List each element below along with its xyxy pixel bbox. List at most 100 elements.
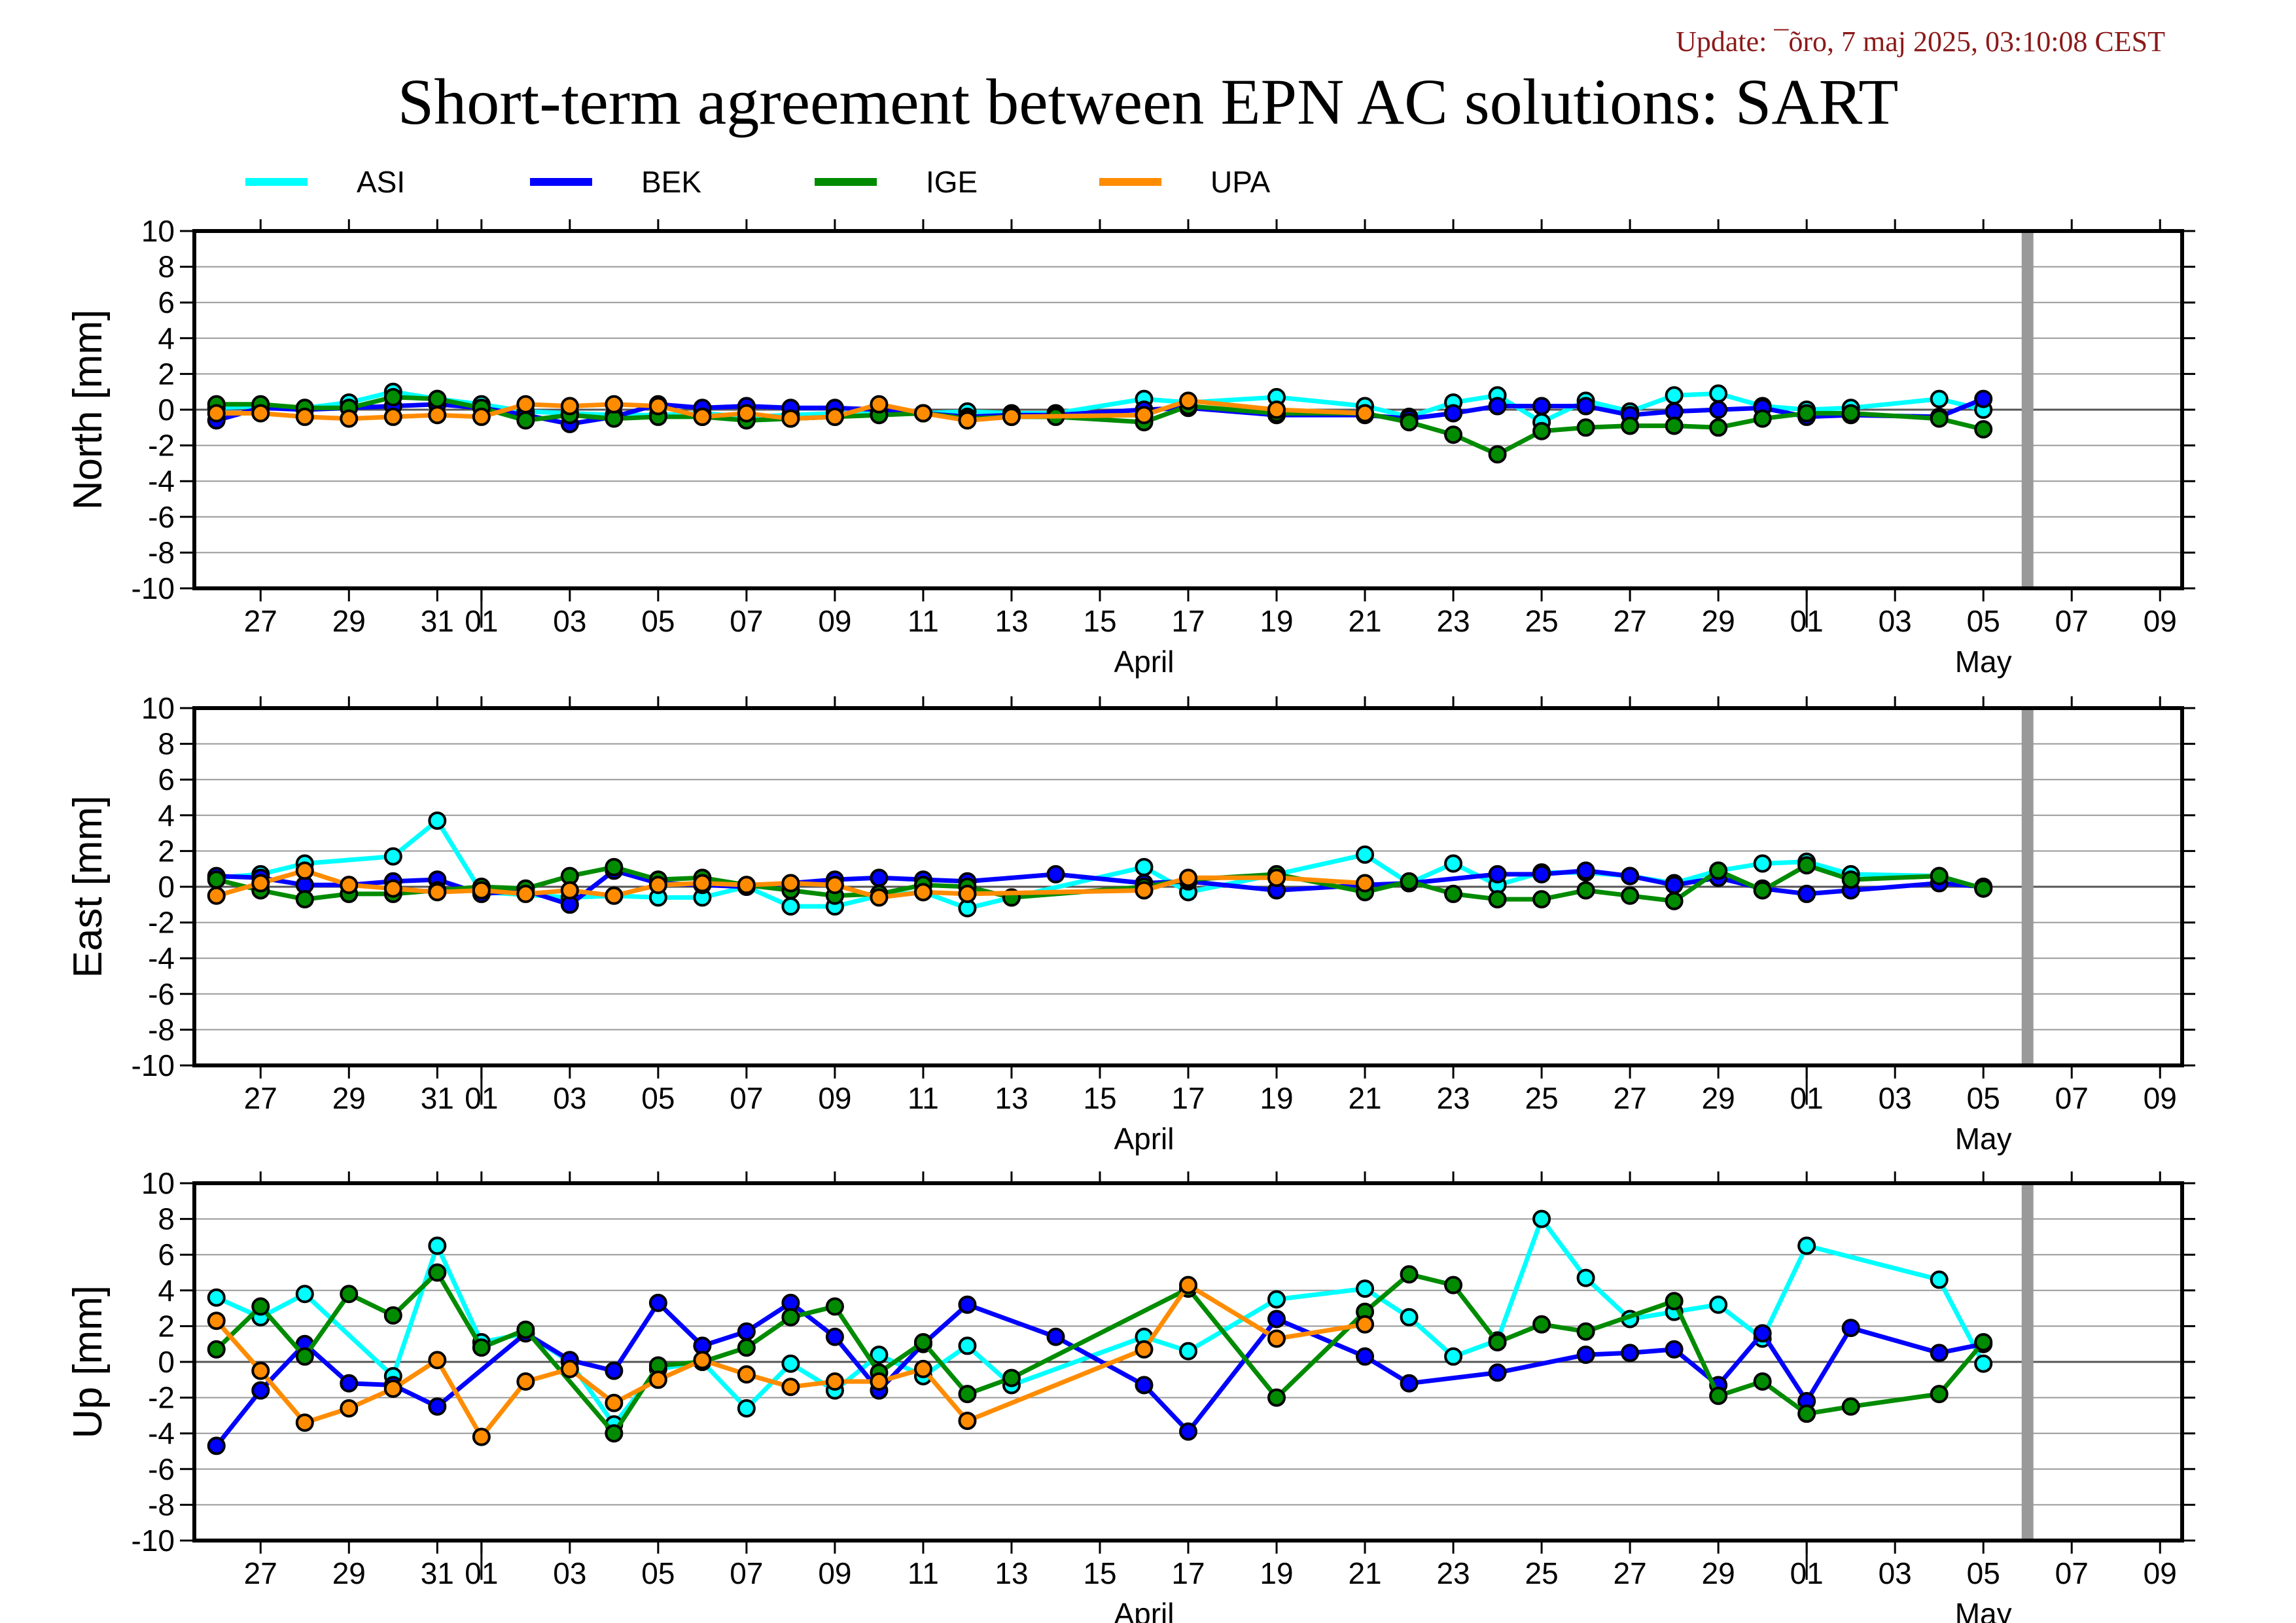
y-tick-label: 8 xyxy=(158,727,175,761)
data-point-ige xyxy=(1532,421,1551,440)
plot-frame xyxy=(192,1181,2184,1543)
data-point-upa xyxy=(1135,406,1154,425)
series-line-upa xyxy=(215,868,1366,900)
x-tick-label: 31 xyxy=(421,604,454,638)
month-label-may: May xyxy=(1955,1597,2012,1623)
series-line-upa xyxy=(215,1283,1366,1440)
data-point-bek xyxy=(1532,865,1551,883)
data-point-upa xyxy=(1179,868,1197,887)
x-tick-label: 29 xyxy=(332,604,366,638)
x-tick-label: 23 xyxy=(1436,1556,1470,1590)
data-point-upa xyxy=(737,404,756,423)
data-point-upa xyxy=(295,407,314,426)
plot-frame xyxy=(192,229,2184,590)
x-tick-label: 31 xyxy=(421,1081,454,1115)
y-tick-label: 0 xyxy=(158,1345,175,1379)
data-point-upa xyxy=(295,1413,314,1432)
y-tick-label: -2 xyxy=(148,906,175,940)
data-point-upa xyxy=(428,1351,447,1370)
y-tick-label: -10 xyxy=(132,571,175,605)
data-point-asi xyxy=(1356,1279,1375,1298)
y-tick-label: 4 xyxy=(158,1274,175,1308)
data-point-upa xyxy=(648,876,667,895)
x-tick-label: 27 xyxy=(244,604,277,638)
data-point-upa xyxy=(913,883,932,902)
legend-label-asi: ASI xyxy=(357,165,405,199)
data-point-upa xyxy=(383,1379,402,1398)
y-tick-label: -10 xyxy=(132,1524,175,1558)
x-tick-label: 11 xyxy=(908,604,939,638)
data-point-upa xyxy=(913,1359,932,1378)
data-point-ige xyxy=(1400,1265,1419,1284)
x-tick-label: 27 xyxy=(1614,1556,1647,1590)
data-point-bek xyxy=(1444,404,1463,423)
month-label-april: April xyxy=(1114,1122,1174,1156)
x-tick-label: 13 xyxy=(995,604,1028,638)
data-point-upa xyxy=(693,1351,712,1370)
data-point-ige xyxy=(1488,445,1507,464)
current-date-marker xyxy=(2021,708,2034,1065)
data-point-upa xyxy=(383,407,402,426)
data-point-ige xyxy=(1621,416,1640,435)
x-tick-label: 05 xyxy=(641,604,675,638)
data-point-asi xyxy=(207,1288,226,1307)
x-tick-label: 25 xyxy=(1525,1081,1559,1115)
x-tick-label: 09 xyxy=(818,1556,851,1590)
data-point-upa xyxy=(1179,391,1197,410)
x-tick-label: 21 xyxy=(1348,604,1381,638)
data-point-upa xyxy=(958,411,977,430)
y-tick-label: 2 xyxy=(158,1309,175,1343)
y-tick-label: 10 xyxy=(141,214,175,248)
data-point-asi xyxy=(1665,386,1684,405)
x-tick-label: 27 xyxy=(1614,604,1647,638)
x-tick-label: 23 xyxy=(1436,604,1470,638)
legend-item-upa: UPA xyxy=(1099,165,1270,199)
y-tick-label: -8 xyxy=(148,1488,175,1522)
data-point-upa xyxy=(472,407,491,426)
data-point-upa xyxy=(472,881,491,900)
data-point-ige xyxy=(295,1347,314,1366)
data-point-ige xyxy=(737,1338,756,1357)
data-point-bek xyxy=(1532,397,1551,416)
data-point-upa xyxy=(870,888,889,907)
y-tick-label: 8 xyxy=(158,250,175,284)
data-point-upa xyxy=(648,397,667,416)
x-tick-label: 09 xyxy=(2144,1556,2177,1590)
data-point-bek xyxy=(1665,1340,1684,1359)
data-point-upa xyxy=(207,1311,226,1330)
legend-item-bek: BEK xyxy=(530,165,701,199)
data-point-upa xyxy=(1002,407,1021,426)
data-point-ige xyxy=(1841,870,1860,889)
data-point-ige xyxy=(1665,891,1684,910)
update-timestamp: Update: ¯õro, 7 maj 2025, 03:10:08 CEST xyxy=(1676,26,2165,58)
data-point-bek xyxy=(870,868,889,887)
data-point-asi xyxy=(383,847,402,866)
data-point-bek xyxy=(1356,1347,1375,1366)
x-tick-label: 09 xyxy=(818,1081,851,1115)
current-date-marker xyxy=(2021,231,2034,588)
data-point-upa xyxy=(1135,881,1154,900)
data-point-upa xyxy=(605,1393,624,1412)
data-point-asi xyxy=(1797,1236,1816,1255)
data-point-ige xyxy=(472,1338,491,1357)
data-point-bek xyxy=(1841,1319,1860,1338)
data-point-ige xyxy=(605,857,624,876)
data-point-ige xyxy=(207,1340,226,1359)
y-tick-label: 0 xyxy=(158,870,175,904)
y-tick-label: 6 xyxy=(158,285,175,319)
data-point-asi xyxy=(1356,845,1375,864)
series-upa xyxy=(207,391,1375,430)
data-point-bek xyxy=(340,1374,359,1393)
data-point-ige xyxy=(1400,872,1419,891)
data-point-ige xyxy=(1709,861,1728,880)
y-tick-label: 4 xyxy=(158,321,175,355)
data-point-asi xyxy=(1576,1268,1595,1287)
x-tick-label: 15 xyxy=(1083,1556,1116,1590)
data-point-bek xyxy=(1576,861,1595,880)
data-point-ige xyxy=(1709,1386,1728,1405)
data-point-ige xyxy=(1488,890,1507,909)
data-point-ige xyxy=(516,411,535,430)
data-point-upa xyxy=(1135,1340,1154,1359)
y-axis-label: Up [mm] xyxy=(65,1285,111,1438)
